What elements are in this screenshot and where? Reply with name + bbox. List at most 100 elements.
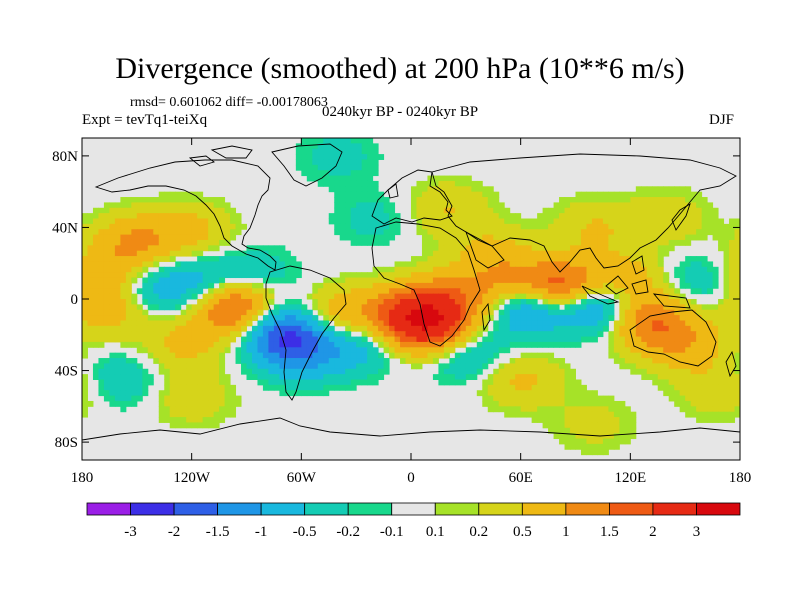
field-cell: [570, 368, 576, 375]
field-cell: [158, 197, 165, 203]
field-cell: [345, 207, 352, 214]
field-cell: [372, 143, 379, 150]
field-cell: [197, 358, 204, 364]
field-cell: [328, 154, 335, 160]
field-cell: [712, 229, 719, 236]
field-cell: [482, 234, 489, 241]
field-cell: [641, 239, 648, 246]
field-cell: [109, 202, 116, 209]
field-cell: [356, 288, 363, 295]
field-cell: [306, 358, 313, 364]
field-cell: [279, 245, 286, 252]
field-cell: [427, 213, 434, 219]
field-cell: [707, 282, 714, 289]
field-cell: [290, 363, 297, 370]
field-cell: [646, 374, 653, 380]
field-cell: [564, 207, 571, 214]
field-cell: [290, 256, 297, 262]
field-cell: [679, 320, 686, 327]
field-cell: [668, 288, 675, 295]
field-cell: [652, 347, 659, 354]
field-cell: [224, 266, 231, 273]
field-cell: [542, 368, 549, 375]
field-cell: [646, 202, 653, 209]
field-cell: [734, 379, 740, 386]
field-cell: [729, 341, 736, 348]
field-cell: [125, 325, 132, 332]
field-cell: [230, 299, 237, 305]
field-cell: [630, 299, 637, 305]
field-cell: [345, 186, 352, 193]
field-cell: [734, 245, 740, 252]
field-cell: [597, 406, 604, 413]
field-cell: [575, 304, 582, 311]
field-cell: [383, 239, 390, 246]
field-cell: [120, 239, 127, 246]
field-cell: [268, 277, 275, 284]
field-cell: [559, 422, 566, 429]
field-cell: [454, 288, 461, 295]
field-cell: [378, 374, 385, 380]
field-cell: [301, 309, 308, 316]
field-cell: [729, 368, 736, 375]
field-cell: [306, 309, 313, 316]
field-cell: [630, 288, 637, 295]
field-cell: [334, 213, 341, 219]
field-cell: [372, 320, 379, 327]
field-cell: [641, 336, 648, 343]
field-cell: [230, 325, 237, 332]
field-cell: [153, 239, 160, 246]
field-cell: [295, 266, 302, 273]
field-cell: [103, 223, 110, 230]
field-cell: [580, 272, 587, 279]
field-cell: [191, 379, 198, 386]
field-cell: [696, 207, 703, 214]
field-cell: [613, 320, 620, 327]
field-cell: [520, 250, 527, 257]
field-cell: [438, 261, 445, 268]
field-cell: [208, 197, 215, 203]
field-cell: [520, 272, 527, 279]
field-cell: [597, 427, 604, 434]
field-cell: [723, 363, 730, 370]
field-cell: [712, 347, 719, 354]
field-cell: [295, 272, 302, 279]
field-cell: [696, 320, 703, 327]
field-cell: [548, 427, 555, 434]
field-cell: [438, 352, 445, 359]
field-cell: [679, 229, 686, 236]
field-cell: [361, 229, 368, 236]
field-cell: [696, 411, 703, 418]
field-cell: [624, 422, 631, 429]
field-cell: [142, 374, 149, 380]
field-cell: [328, 347, 335, 354]
field-cell: [641, 293, 648, 300]
field-cell: [476, 341, 483, 348]
field-cell: [580, 325, 587, 332]
field-cell: [548, 400, 555, 407]
field-cell: [542, 277, 549, 284]
field-cell: [213, 417, 220, 423]
field-cell: [591, 261, 598, 268]
field-cell: [602, 197, 609, 203]
field-cell: [712, 411, 719, 418]
field-cell: [613, 417, 620, 423]
field-cell: [164, 395, 171, 402]
field-cell: [652, 320, 659, 327]
field-cell: [564, 395, 571, 402]
field-cell: [723, 277, 730, 284]
field-cell: [273, 347, 280, 354]
field-cell: [548, 223, 555, 230]
field-cell: [317, 374, 324, 380]
field-cell: [575, 202, 582, 209]
field-cell: [498, 309, 505, 316]
field-cell: [175, 331, 182, 338]
field-cell: [213, 218, 220, 225]
field-cell: [186, 379, 193, 386]
field-cell: [257, 266, 264, 273]
field-cell: [389, 331, 396, 338]
field-cell: [471, 197, 478, 203]
field-cell: [400, 304, 407, 311]
field-cell: [142, 197, 149, 203]
field-cell: [411, 186, 417, 193]
